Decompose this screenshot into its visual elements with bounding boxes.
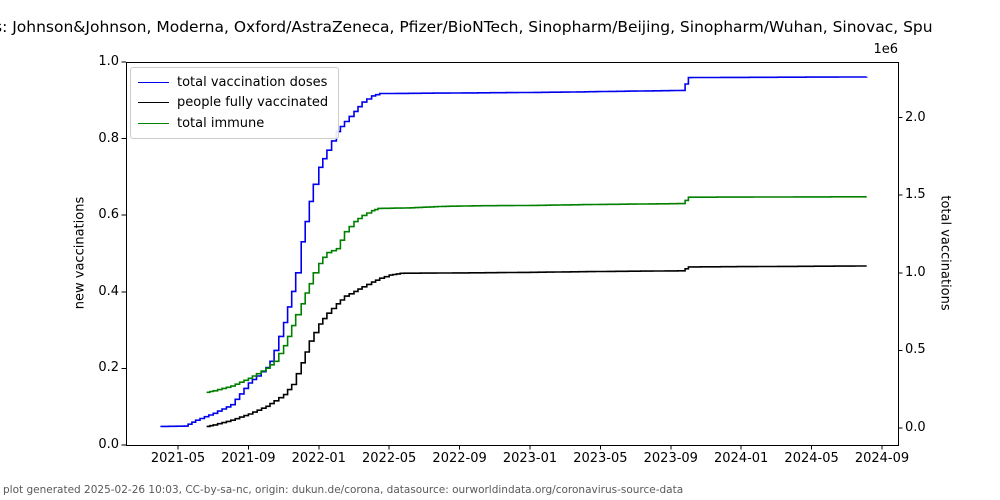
left-y-tick-label: 0.4: [98, 283, 119, 299]
chart-title: s: Johnson&Johnson, Moderna, Oxford/Astr…: [0, 18, 933, 36]
footer-caption: plot generated 2025-02-26 10:03, CC-by-s…: [3, 484, 684, 496]
legend-line-sample: [138, 81, 169, 83]
legend: total vaccination doses people fully vacc…: [130, 67, 340, 139]
legend-entry: people fully vaccinated: [138, 93, 328, 114]
legend-entry: total vaccination doses: [138, 72, 328, 93]
x-tick-label: 2022-05: [362, 451, 417, 466]
x-tick-label: 2021-05: [150, 451, 206, 466]
series-line-people-fully-vaccinated: [206, 265, 867, 428]
left-y-tick-label: 0.6: [98, 207, 119, 223]
left-y-tick-label: 1.0: [98, 54, 119, 69]
x-tick-label: 2022-09: [432, 451, 487, 466]
right-axis-offset-text: 1e6: [873, 42, 898, 57]
right-y-tick-label: 0.5: [905, 342, 926, 358]
x-tick-label: 2023-09: [643, 451, 698, 466]
x-tick-label: 2021-09: [221, 451, 276, 466]
x-tick-label: 2024-01: [714, 451, 769, 466]
series-line-total-vaccination-doses: [160, 76, 868, 428]
legend-label: total immune: [177, 115, 265, 131]
right-y-tick-label: 1.0: [905, 264, 926, 280]
left-y-tick-label: 0.0: [98, 437, 119, 452]
plot-spines: [126, 62, 899, 446]
right-y-tick-label: 2.0: [905, 109, 926, 125]
right-y-tick-label: 1.5: [905, 187, 926, 203]
left-y-axis-label: new vaccinations: [72, 196, 88, 310]
x-tick-label: 2022-01: [291, 451, 346, 466]
x-tick-label: 2024-05: [784, 451, 839, 466]
left-y-tick-label: 0.8: [98, 130, 119, 146]
legend-line-sample: [138, 122, 169, 124]
x-tick-label: 2023-05: [573, 451, 628, 466]
legend-line-sample: [138, 102, 169, 104]
legend-entry: total immune: [138, 113, 328, 134]
legend-label: total vaccination doses: [177, 74, 328, 90]
x-tick-label: 2023-01: [502, 451, 558, 466]
legend-label: people fully vaccinated: [177, 95, 329, 111]
right-y-tick-label: 0.0: [905, 420, 926, 435]
series-line-total-immune: [206, 196, 867, 394]
right-y-axis-label: total vaccinations: [937, 195, 953, 311]
left-y-tick-label: 0.2: [98, 360, 119, 376]
x-tick-label: 2024-09: [854, 451, 910, 466]
